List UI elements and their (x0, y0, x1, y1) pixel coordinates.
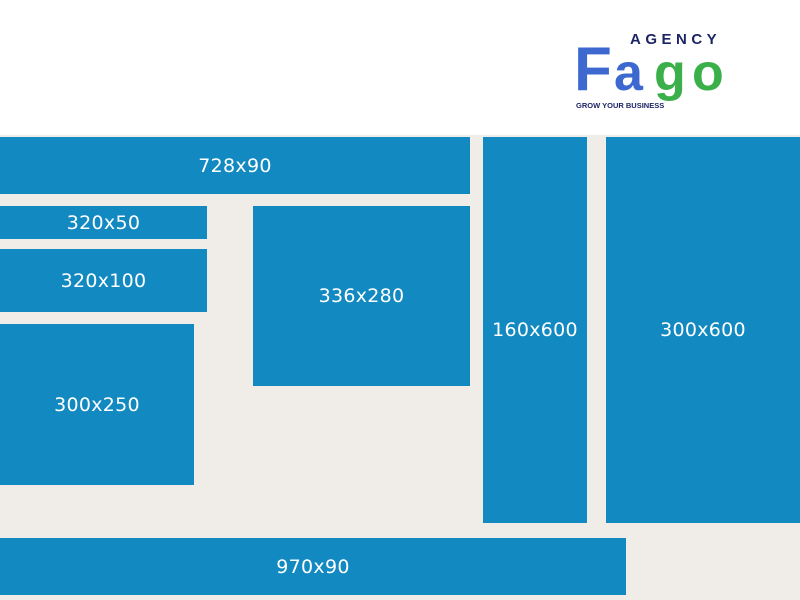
ad-block-leaderboard: 728x90 (0, 137, 470, 194)
logo-graphic: AGENCY F a g o GROW YOUR BUSINESS (574, 31, 724, 110)
logo-tagline: GROW YOUR BUSINESS (576, 101, 664, 110)
ad-block-large-rectangle: 336x280 (253, 206, 470, 386)
ad-block-half-page: 300x600 (606, 137, 800, 523)
ad-block-large-leaderboard: 970x90 (0, 538, 626, 595)
logo-letter-f: F (574, 35, 612, 104)
fago-agency-logo: AGENCY F a g o GROW YOUR BUSINESS (574, 28, 750, 114)
ad-block-medium-rectangle: 300x250 (0, 324, 194, 485)
ad-block-wide-skyscraper: 160x600 (483, 137, 587, 523)
logo-letter-a: a (614, 44, 644, 102)
ad-size-label: 970x90 (276, 555, 350, 578)
ad-size-label: 320x50 (66, 211, 141, 234)
ad-size-label: 160x600 (492, 319, 578, 341)
logo-agency-text: AGENCY (630, 31, 721, 48)
ad-size-label: 300x250 (54, 393, 140, 416)
ad-block-large-mobile-banner: 320x100 (0, 249, 207, 312)
logo-letter-g: g (654, 44, 686, 102)
header-area (0, 0, 800, 135)
ad-size-label: 336x280 (318, 285, 405, 307)
ad-block-mobile-banner: 320x50 (0, 206, 207, 239)
ad-size-label: 728x90 (198, 154, 272, 177)
ad-size-label: 300x600 (660, 319, 746, 341)
logo-letter-o: o (692, 44, 724, 102)
ad-size-label: 320x100 (60, 269, 147, 292)
